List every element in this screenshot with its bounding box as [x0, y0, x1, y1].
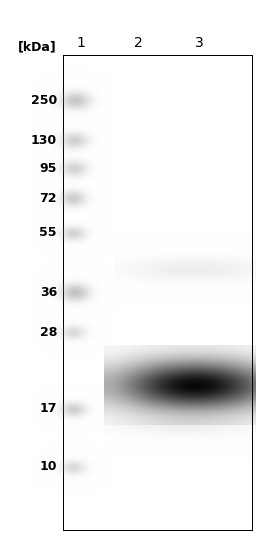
Text: 36: 36 [40, 286, 57, 299]
Text: 17: 17 [39, 403, 57, 415]
Text: 55: 55 [39, 227, 57, 239]
Text: 3: 3 [195, 36, 203, 50]
Text: 28: 28 [40, 325, 57, 338]
Text: 72: 72 [39, 191, 57, 204]
Text: 95: 95 [40, 161, 57, 174]
Text: 250: 250 [31, 94, 57, 106]
Text: [kDa]: [kDa] [18, 40, 57, 53]
Text: 130: 130 [31, 134, 57, 147]
Text: 1: 1 [77, 36, 86, 50]
Text: 2: 2 [134, 36, 142, 50]
Text: 10: 10 [39, 461, 57, 474]
